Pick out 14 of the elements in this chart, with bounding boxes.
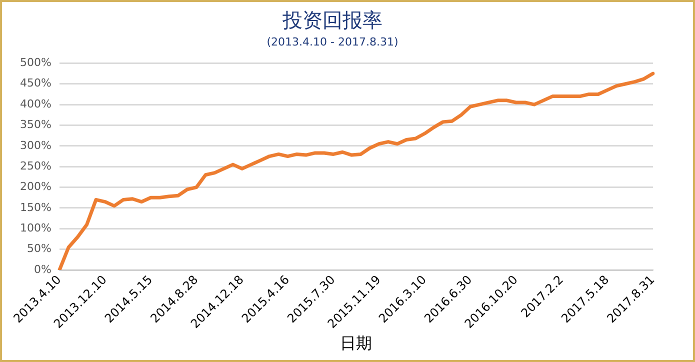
y-tick-label: 0% — [34, 262, 52, 276]
y-tick-label: 500% — [20, 56, 52, 70]
x-axis-title: 日期 — [340, 334, 372, 353]
y-tick-label: 250% — [20, 159, 52, 172]
y-tick-label: 100% — [20, 222, 52, 235]
y-tick-label: 200% — [20, 180, 52, 194]
y-tick-label: 450% — [20, 76, 52, 90]
y-tick-label: 350% — [20, 118, 52, 132]
y-tick-label: 150% — [20, 200, 52, 214]
chart-subtitle: (2013.4.10 - 2017.8.31) — [266, 35, 398, 48]
y-tick-label: 400% — [20, 97, 52, 110]
chart-title: 投资回报率 — [282, 8, 382, 32]
y-tick-label: 300% — [20, 138, 52, 152]
y-tick-label: 50% — [26, 242, 52, 256]
